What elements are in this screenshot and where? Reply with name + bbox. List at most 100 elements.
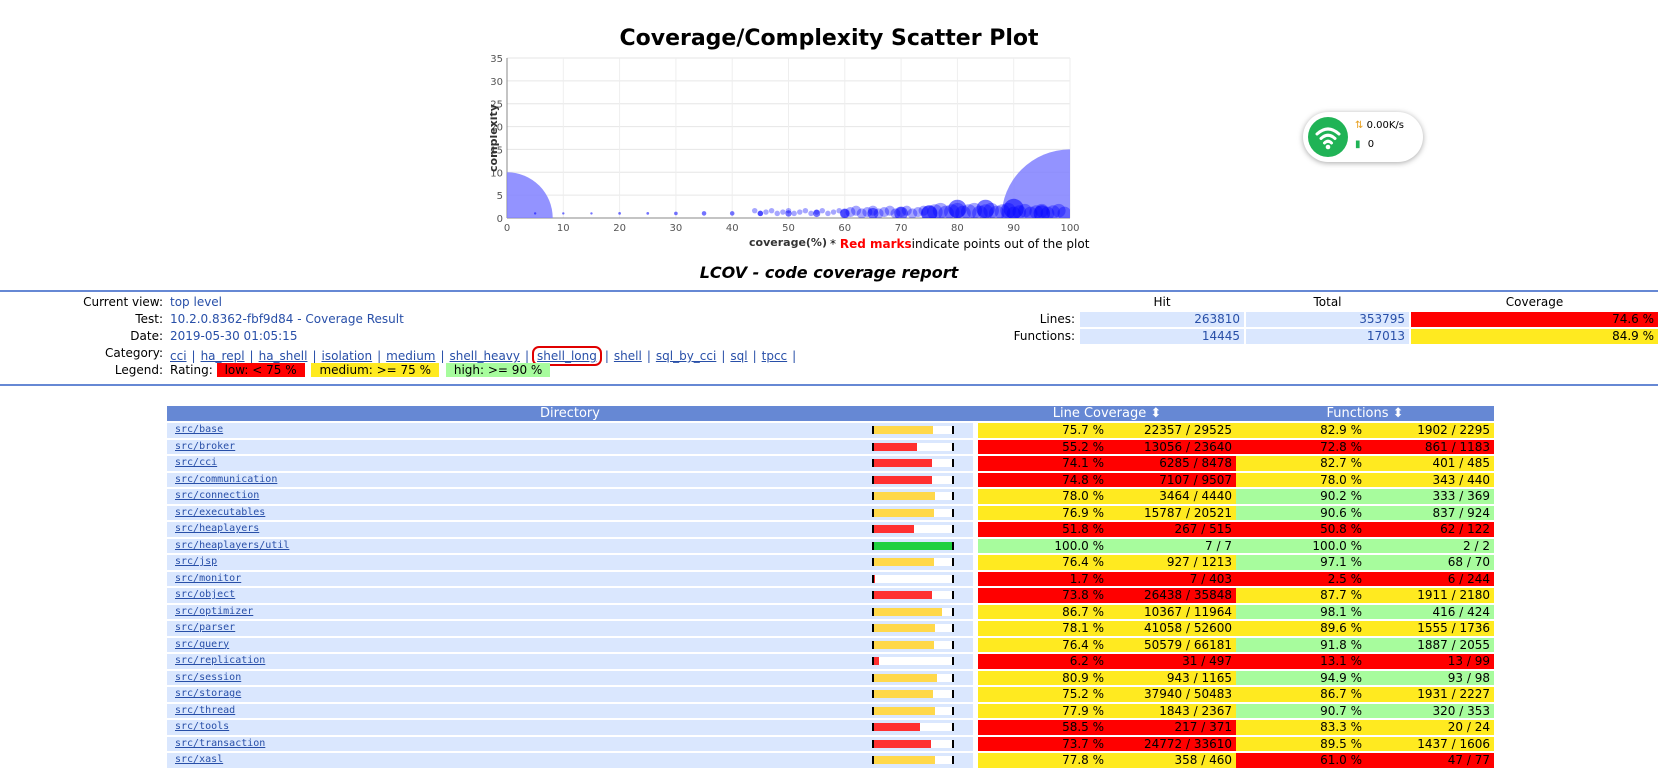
scatter-point	[763, 209, 769, 215]
directory-cell[interactable]: src/tools	[167, 720, 864, 735]
legend-low: low: < 75 %	[216, 363, 305, 377]
coverage-bar-cell	[864, 538, 973, 553]
line-coverage-percent: 6.2 %	[978, 654, 1108, 669]
function-coverage-percent: 90.7 %	[1236, 703, 1366, 718]
directory-link[interactable]: src/heaplayers	[175, 523, 260, 535]
directory-link[interactable]: src/broker	[175, 440, 236, 452]
coverage-bar-fill	[874, 525, 914, 534]
directory-link[interactable]: src/parser	[175, 622, 236, 634]
directory-cell[interactable]: src/heaplayers	[167, 522, 864, 537]
category-link-shell[interactable]: shell	[613, 349, 642, 363]
category-link-isolation[interactable]: isolation	[321, 349, 373, 363]
directory-cell[interactable]: src/replication	[167, 654, 864, 669]
directory-cell[interactable]: src/transaction	[167, 736, 864, 751]
category-link-shell-long[interactable]: shell_long	[532, 346, 602, 366]
category-link-sql[interactable]: sql	[730, 349, 748, 363]
scatter-point	[830, 209, 837, 215]
scatter-point	[839, 208, 850, 218]
directory-cell[interactable]: src/storage	[167, 687, 864, 702]
directory-link[interactable]: src/connection	[175, 490, 260, 502]
directory-link[interactable]: src/replication	[175, 655, 266, 667]
category-separator: |	[191, 349, 196, 363]
directory-cell[interactable]: src/jsp	[167, 555, 864, 570]
coverage-bar-fill	[874, 591, 932, 600]
category-separator: |	[312, 349, 317, 363]
scatter-point	[989, 205, 1005, 218]
line-coverage-header[interactable]: Line Coverage ⬍	[978, 406, 1236, 421]
line-coverage-percent: 73.7 %	[978, 736, 1108, 751]
function-coverage-count: 1902 / 2295	[1366, 423, 1494, 438]
directory-link[interactable]: src/query	[175, 638, 230, 650]
line-coverage-percent: 51.8 %	[978, 522, 1108, 537]
directory-link[interactable]: src/executables	[175, 506, 266, 518]
directory-cell[interactable]: src/session	[167, 670, 864, 685]
directory-link[interactable]: src/heaplayers/util	[175, 539, 290, 551]
network-widget[interactable]: ⇅ 0.00K/s ▮ 0	[1303, 112, 1423, 162]
category-link-ha-repl[interactable]: ha_repl	[200, 349, 245, 363]
count-row: ▮ 0	[1355, 139, 1374, 150]
function-coverage-count: 1911 / 2180	[1366, 588, 1494, 603]
line-coverage-percent: 75.2 %	[978, 687, 1108, 702]
directory-cell[interactable]: src/monitor	[167, 571, 864, 586]
scatter-point	[890, 208, 901, 218]
directory-cell[interactable]: src/connection	[167, 489, 864, 504]
x-tick-label: 0	[504, 223, 510, 234]
coverage-bar-cell	[864, 753, 973, 768]
line-coverage-percent: 1.7 %	[978, 571, 1108, 586]
category-link-cci[interactable]: cci	[170, 349, 187, 363]
line-coverage-percent: 76.4 %	[978, 555, 1108, 570]
directory-link[interactable]: src/tools	[175, 721, 230, 733]
directory-cell[interactable]: src/broker	[167, 439, 864, 454]
directory-cell[interactable]: src/executables	[167, 505, 864, 520]
table-row: src/parser 78.1 % 41058 / 52600 89.6 % 1555 …	[167, 621, 1494, 636]
directory-link[interactable]: src/session	[175, 671, 242, 683]
line-coverage-percent: 78.1 %	[978, 621, 1108, 636]
category-link-ha-shell[interactable]: ha_shell	[258, 349, 308, 363]
category-link-tpcc[interactable]: tpcc	[761, 349, 788, 363]
functions-header[interactable]: Functions ⬍	[1236, 406, 1494, 421]
directory-cell[interactable]: src/object	[167, 588, 864, 603]
directory-link[interactable]: src/storage	[175, 688, 242, 700]
directory-cell[interactable]: src/parser	[167, 621, 864, 636]
coverage-bar	[872, 475, 954, 484]
table-row: src/cci 74.1 % 6285 / 8478 82.7 % 401 / 485	[167, 456, 1494, 471]
directory-cell[interactable]: src/base	[167, 423, 864, 438]
directory-link[interactable]: src/cci	[175, 457, 218, 469]
scatter-point	[932, 202, 949, 218]
line-coverage-count: 6285 / 8478	[1108, 456, 1236, 471]
directory-cell[interactable]: src/thread	[167, 703, 864, 718]
directory-header[interactable]: Directory	[167, 406, 973, 421]
x-tick-label: 10	[557, 223, 570, 234]
function-coverage-percent: 2.5 %	[1236, 571, 1366, 586]
scatter-point	[912, 207, 924, 218]
directory-cell[interactable]: src/communication	[167, 472, 864, 487]
plot-note: * Red marksindicate points out of the pl…	[830, 237, 1090, 251]
directory-cell[interactable]: src/optimizer	[167, 604, 864, 619]
directory-cell[interactable]: src/heaplayers/util	[167, 538, 864, 553]
y-tick-label: 30	[490, 77, 503, 88]
scatter-point	[896, 207, 907, 218]
directory-cell[interactable]: src/cci	[167, 456, 864, 471]
directory-link[interactable]: src/base	[175, 424, 224, 436]
coverage-bar-cell	[864, 489, 973, 504]
category-link-sql-by-cci[interactable]: sql_by_cci	[655, 349, 717, 363]
directory-link[interactable]: src/xasl	[175, 754, 224, 766]
coverage-bar-fill	[874, 426, 933, 435]
line-coverage-percent: 77.8 %	[978, 753, 1108, 768]
line-coverage-percent: 74.1 %	[978, 456, 1108, 471]
summary-hit-header: Hit	[1153, 295, 1171, 309]
directory-link[interactable]: src/monitor	[175, 572, 242, 584]
directory-cell[interactable]: src/query	[167, 637, 864, 652]
directory-link[interactable]: src/transaction	[175, 737, 266, 749]
x-tick-label: 50	[782, 223, 795, 234]
directory-link[interactable]: src/thread	[175, 704, 236, 716]
category-link-shell-heavy[interactable]: shell_heavy	[449, 349, 520, 363]
directory-cell[interactable]: src/xasl	[167, 753, 864, 768]
report-title: LCOV - code coverage report	[699, 263, 959, 282]
directory-link[interactable]: src/jsp	[175, 556, 218, 568]
directory-link[interactable]: src/optimizer	[175, 605, 254, 617]
category-link-medium[interactable]: medium	[386, 349, 436, 363]
directory-link[interactable]: src/object	[175, 589, 236, 601]
line-coverage-percent: 77.9 %	[978, 703, 1108, 718]
directory-link[interactable]: src/communication	[175, 473, 278, 485]
